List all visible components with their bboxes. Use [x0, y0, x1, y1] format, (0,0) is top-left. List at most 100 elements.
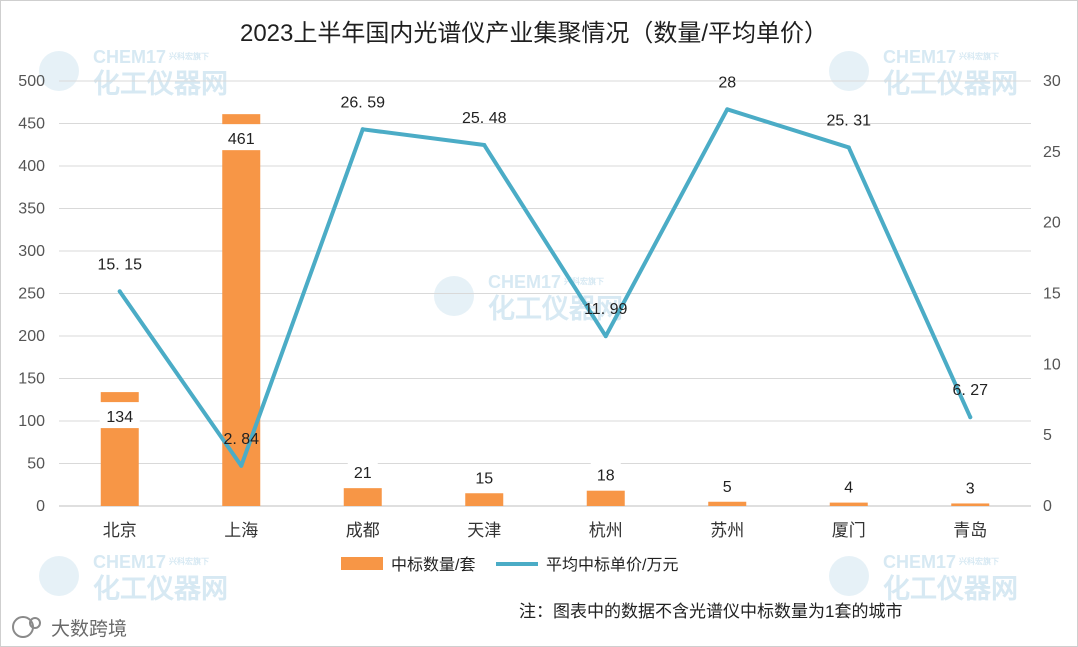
x-tick-label: 苏州	[710, 521, 744, 540]
watermark-slogan: 化工仪器网	[883, 574, 1018, 604]
x-tick-label: 上海	[224, 521, 258, 540]
source-mark-text: 大数跨境	[51, 618, 127, 640]
bar-value-label: 461	[228, 131, 255, 148]
bar	[465, 493, 504, 506]
y-right-tick-label: 15	[1043, 286, 1061, 303]
bar-value-label: 18	[597, 468, 615, 485]
y-left-tick-label: 250	[18, 286, 45, 303]
line-series	[117, 107, 973, 468]
bar	[708, 501, 747, 506]
line-point	[239, 463, 244, 468]
watermark-logo-icon	[39, 556, 79, 596]
line-path	[117, 107, 973, 468]
line-value-label: 26. 59	[341, 94, 386, 111]
watermark-brand: CHEM17	[883, 552, 956, 572]
line-point	[846, 145, 851, 150]
watermark-slogan: 化工仪器网	[883, 69, 1018, 99]
x-tick-label: 成都	[346, 521, 380, 540]
watermark-brand: CHEM17	[93, 47, 166, 67]
y-right-tick-label: 20	[1043, 215, 1061, 232]
watermark-logo-icon	[829, 51, 869, 91]
bar-value-label: 3	[966, 480, 975, 497]
watermark-tagline: 兴科宏旗下	[169, 51, 209, 61]
line-value-label: 11. 99	[584, 301, 627, 318]
bar	[343, 488, 382, 506]
bar-label-bg	[221, 124, 262, 151]
y-left-tick-label: 400	[18, 158, 45, 175]
bar	[951, 503, 990, 506]
line-value-label: 6. 27	[952, 382, 988, 399]
legend: 中标数量/套 平均中标单价/万元	[341, 556, 678, 574]
watermark-tagline: 兴科宏旗下	[959, 556, 999, 566]
watermark-logo-icon	[434, 276, 474, 316]
bar-label-bg	[590, 462, 621, 485]
watermark-tagline: 兴科宏旗下	[959, 51, 999, 61]
x-tick-label: 青岛	[953, 521, 987, 540]
bar-value-label: 21	[354, 465, 372, 482]
y-left-tick-label: 0	[36, 498, 45, 515]
line-value-label: 28	[718, 74, 736, 91]
gridlines	[59, 80, 1031, 507]
bar-value-label: 134	[106, 409, 133, 426]
x-tick-label: 杭州	[589, 521, 623, 540]
watermark-slogan: 化工仪器网	[93, 69, 228, 99]
legend-label-line: 平均中标单价/万元	[546, 556, 678, 574]
watermark-brand: CHEM17	[883, 47, 956, 67]
y-left-tick-label: 50	[27, 456, 45, 473]
y-left-tick-label: 150	[18, 371, 45, 388]
watermark-brand: CHEM17	[93, 552, 166, 572]
bar-label-bg	[955, 475, 986, 498]
source-mark: 大数跨境	[12, 616, 127, 640]
bar-label-bg	[347, 460, 378, 483]
line-value-label: 2. 84	[223, 431, 259, 448]
y-left-tick-label: 450	[18, 116, 45, 133]
watermark-brand: CHEM17	[488, 272, 561, 292]
bar-value-label: 15	[475, 470, 493, 487]
y-right-tick-label: 0	[1043, 498, 1052, 515]
line-value-label: 25. 31	[827, 112, 872, 129]
y-right-tick-label: 25	[1043, 144, 1061, 161]
legend-swatch-bars	[341, 557, 383, 570]
line-value-label: 25. 48	[462, 110, 507, 127]
bar	[586, 490, 625, 506]
watermark-logo-icon	[39, 51, 79, 91]
chart-title: 2023上半年国内光谱仪产业集聚情况（数量/平均单价）	[240, 20, 828, 47]
watermark-slogan: 化工仪器网	[488, 294, 623, 324]
axes: 0 50 100 150 200 250 300 350 400 450 500 0 5 10 15 20 25…	[18, 73, 1061, 540]
x-tick-label: 厦门	[832, 521, 866, 540]
watermark-slogan: 化工仪器网	[93, 574, 228, 604]
line-point	[968, 415, 973, 420]
bar-label-bg	[469, 465, 500, 488]
x-tick-label: 天津	[467, 521, 501, 540]
y-left-tick-label: 300	[18, 243, 45, 260]
bar-label-bg	[833, 474, 864, 497]
y-left-tick-label: 350	[18, 201, 45, 218]
y-right-tick-label: 10	[1043, 356, 1061, 373]
bar-label-bg	[99, 402, 140, 429]
line-point	[360, 127, 365, 132]
line-value-label: 15. 15	[98, 256, 143, 273]
watermark-logo-icon	[829, 556, 869, 596]
y-left-tick-label: 500	[18, 73, 45, 90]
bar	[829, 502, 868, 506]
x-tick-label: 北京	[103, 521, 137, 540]
y-right-tick-label: 5	[1043, 427, 1052, 444]
bar	[222, 114, 261, 507]
y-left-tick-label: 100	[18, 413, 45, 430]
watermark-tagline: 兴科宏旗下	[169, 556, 209, 566]
line-point	[117, 289, 122, 294]
line-point	[482, 143, 487, 148]
footnote: 注：图表中的数据不含光谱仪中标数量为1套的城市	[519, 602, 902, 621]
line-point	[725, 107, 730, 112]
y-right-tick-label: 30	[1043, 73, 1061, 90]
bar-value-label: 5	[723, 479, 732, 496]
line-point	[603, 334, 608, 339]
bar-label-bg	[712, 473, 743, 496]
bar-value-label: 4	[844, 480, 853, 497]
data-labels: 134 461 21 15 18 5 4 3 15. 15 2. 84 26. 59 25. 48 11…	[98, 74, 988, 498]
legend-label-bars: 中标数量/套	[391, 556, 475, 574]
y-left-tick-label: 200	[18, 328, 45, 345]
